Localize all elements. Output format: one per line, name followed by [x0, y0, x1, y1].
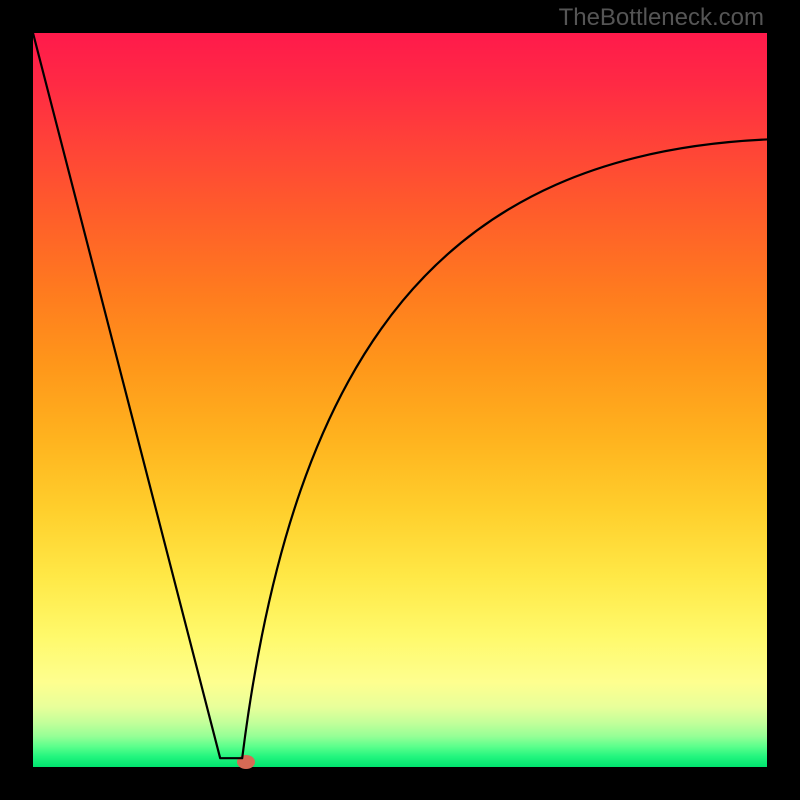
- curve-path: [33, 33, 767, 758]
- watermark-text: TheBottleneck.com: [559, 4, 764, 32]
- bottleneck-curve: [33, 33, 767, 767]
- chart-frame: TheBottleneck.com: [0, 0, 800, 800]
- plot-area: [33, 33, 767, 767]
